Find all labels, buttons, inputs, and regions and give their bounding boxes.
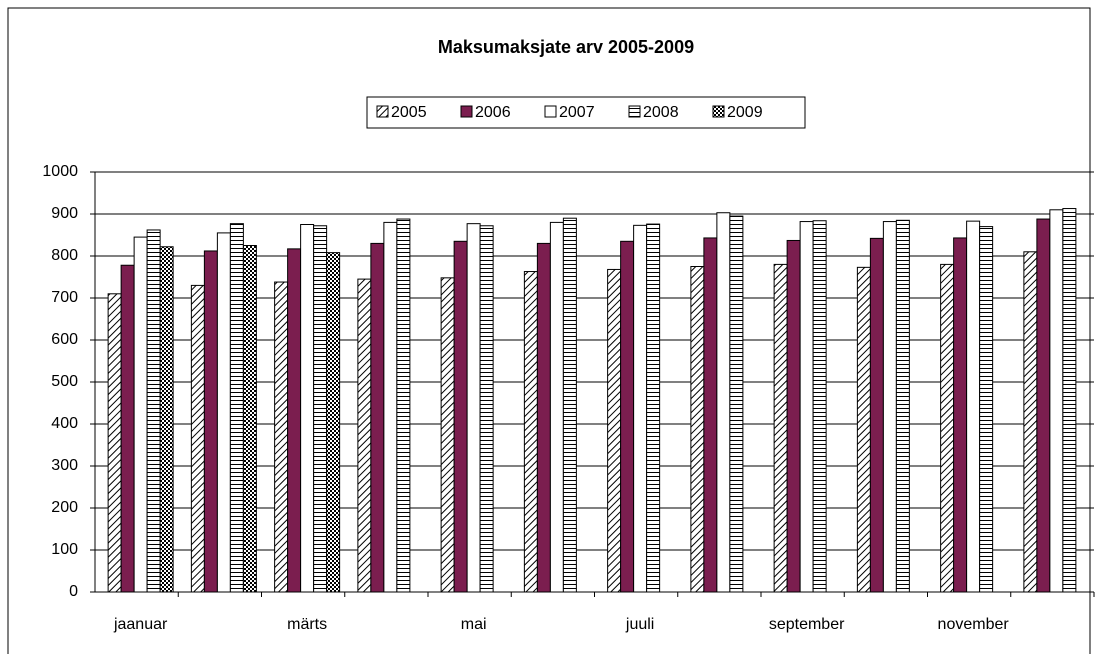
x-tick-label: september (769, 616, 845, 633)
y-tick-label: 1000 (42, 163, 78, 180)
legend-label: 2008 (643, 104, 679, 121)
y-tick-label: 700 (51, 289, 78, 306)
bar (1023, 251, 1038, 593)
bar (203, 250, 218, 593)
legend-swatch (712, 105, 725, 118)
legend-swatch (628, 105, 641, 118)
bar (479, 225, 494, 593)
y-tick-label: 200 (51, 499, 78, 516)
bar (229, 223, 244, 593)
chart-border (7, 7, 1091, 654)
bar (536, 242, 551, 593)
bar (729, 215, 744, 593)
legend-swatch (544, 105, 557, 118)
bar (562, 217, 577, 593)
bar (326, 252, 341, 593)
legend-swatch (460, 105, 473, 118)
legend-label: 2005 (391, 104, 427, 121)
x-tick-label: mai (461, 616, 487, 633)
bar (453, 240, 468, 593)
y-tick-label: 0 (69, 583, 78, 600)
bar (120, 264, 135, 593)
bar (133, 236, 148, 593)
x-tick-label: jaanuar (113, 616, 168, 633)
legend-label: 2007 (559, 104, 595, 121)
bar (107, 293, 122, 593)
bar (466, 223, 481, 593)
bar (703, 237, 718, 593)
bar (300, 224, 315, 593)
legend-box (366, 96, 806, 129)
legend-label: 2006 (475, 104, 511, 121)
y-tick-label: 300 (51, 457, 78, 474)
bar (620, 240, 635, 593)
bar (633, 224, 648, 593)
y-tick-label: 800 (51, 247, 78, 264)
legend-swatch (376, 105, 389, 118)
bar (1062, 208, 1077, 593)
bar (287, 248, 302, 593)
bar (953, 237, 968, 593)
bar (799, 221, 814, 593)
y-tick-label: 600 (51, 331, 78, 348)
bar (159, 246, 174, 593)
bar (440, 277, 455, 593)
y-tick-label: 500 (51, 373, 78, 390)
bar (190, 284, 205, 593)
bar (370, 242, 385, 593)
bar (216, 232, 231, 593)
bar (274, 281, 289, 593)
bar (895, 219, 910, 593)
x-tick-label: märts (287, 616, 327, 633)
bar (242, 245, 257, 593)
y-tick-label: 900 (51, 205, 78, 222)
bar (882, 221, 897, 593)
bar (856, 266, 871, 593)
bar (979, 226, 994, 593)
bar (607, 268, 622, 593)
chart-title: Maksumaksjate arv 2005-2009 (438, 37, 694, 57)
bar (786, 239, 801, 593)
bar (716, 212, 731, 593)
bar (646, 223, 661, 593)
legend-label: 2009 (727, 104, 763, 121)
bar (812, 220, 827, 593)
x-tick-label: juuli (625, 616, 654, 633)
bar (357, 278, 372, 593)
bar (383, 221, 398, 593)
bar (869, 237, 884, 593)
y-tick-label: 400 (51, 415, 78, 432)
x-tick-label: november (938, 616, 1010, 633)
bar (1036, 218, 1051, 593)
bar (773, 263, 788, 593)
bar (549, 221, 564, 593)
bar (1049, 209, 1064, 593)
bar (940, 263, 955, 593)
bar (690, 266, 705, 593)
bar (966, 220, 981, 593)
bar (396, 218, 411, 593)
y-tick-label: 100 (51, 541, 78, 558)
bar (146, 229, 161, 593)
bar (523, 271, 538, 593)
bar (313, 225, 328, 593)
